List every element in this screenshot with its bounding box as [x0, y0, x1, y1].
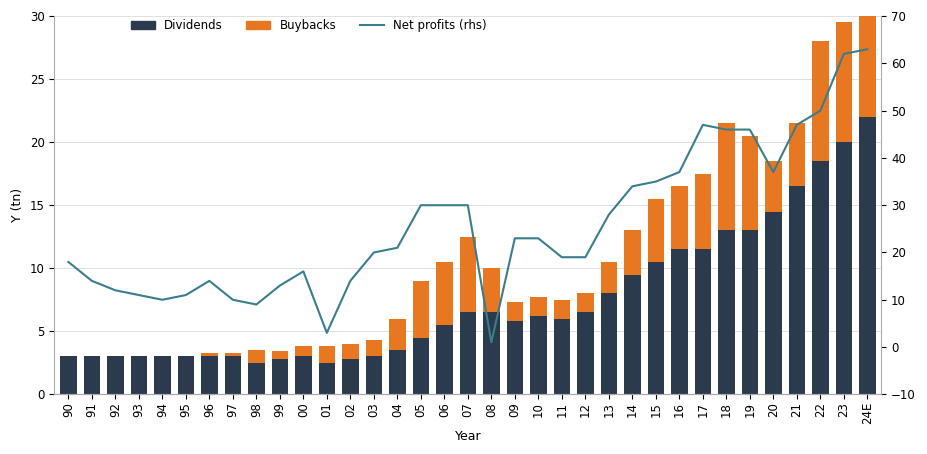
Bar [789, 123, 805, 186]
Bar [812, 161, 829, 395]
Bar [624, 231, 641, 275]
Bar [835, 22, 852, 142]
Bar [295, 346, 311, 356]
Bar [389, 319, 406, 350]
Bar [436, 325, 452, 395]
Bar [742, 136, 758, 231]
Bar [648, 199, 664, 262]
Bar [483, 312, 500, 395]
Bar [319, 346, 335, 363]
Bar [342, 359, 359, 395]
Bar [578, 312, 593, 395]
Bar [859, 16, 875, 117]
Bar [178, 356, 194, 395]
Bar [694, 174, 711, 249]
Bar [789, 186, 805, 395]
Bar [272, 359, 288, 395]
Bar [553, 300, 570, 319]
Bar [553, 319, 570, 395]
Bar [365, 356, 382, 395]
Bar [671, 186, 688, 249]
Bar [835, 142, 852, 395]
Bar [389, 350, 406, 395]
Bar [601, 293, 617, 395]
Bar [578, 293, 593, 312]
Bar [108, 356, 123, 395]
Bar [248, 363, 264, 395]
Bar [624, 275, 641, 395]
Bar [319, 363, 335, 395]
Bar [201, 353, 218, 356]
Bar [460, 237, 476, 312]
Bar [131, 356, 147, 395]
Bar [224, 353, 241, 356]
Bar [342, 344, 359, 359]
Bar [483, 268, 500, 312]
Bar [530, 316, 547, 395]
Bar [436, 262, 452, 325]
Bar [507, 302, 523, 321]
Bar [413, 281, 429, 338]
Bar [365, 340, 382, 356]
Bar [601, 262, 617, 293]
Bar [812, 41, 829, 161]
Legend: Dividends, Buybacks, Net profits (rhs): Dividends, Buybacks, Net profits (rhs) [126, 15, 491, 37]
Bar [765, 161, 781, 212]
Bar [224, 356, 241, 395]
Bar [765, 212, 781, 395]
Y-axis label: Y (tn): Y (tn) [11, 188, 24, 222]
Bar [507, 321, 523, 395]
Bar [648, 262, 664, 395]
Bar [83, 356, 100, 395]
Bar [530, 297, 547, 316]
Bar [460, 312, 476, 395]
Bar [295, 356, 311, 395]
Bar [154, 356, 171, 395]
Bar [201, 356, 218, 395]
Bar [718, 123, 734, 231]
Bar [859, 117, 875, 395]
Bar [742, 231, 758, 395]
X-axis label: Year: Year [454, 430, 481, 443]
Bar [694, 249, 711, 395]
Bar [413, 338, 429, 395]
Bar [272, 351, 288, 359]
Bar [60, 356, 77, 395]
Bar [671, 249, 688, 395]
Bar [248, 350, 264, 363]
Bar [718, 231, 734, 395]
